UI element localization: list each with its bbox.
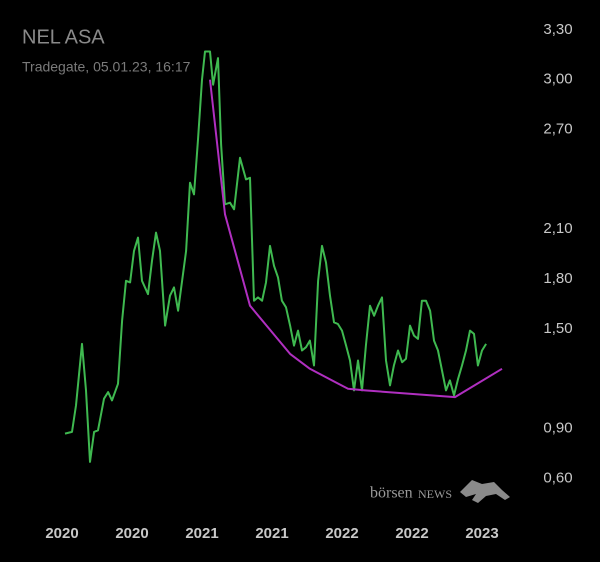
y-tick-label: 0,60 [543,469,572,486]
y-tick-label: 2,70 [543,121,572,138]
x-tick-label: 2022 [395,525,428,542]
x-tick-label: 2020 [45,525,78,542]
x-tick-label: 2020 [115,525,148,542]
plot-area [64,50,503,463]
y-tick-label: 0,90 [543,420,572,437]
price-line [64,50,487,463]
price-line [209,79,503,399]
chart-title: NEL ASA [22,26,105,48]
y-tick-label: 1,50 [543,320,572,337]
y-tick-label: 3,30 [543,21,572,38]
y-tick-label: 3,00 [543,71,572,88]
x-tick-label: 2022 [325,525,358,542]
x-tick-label: 2021 [185,525,218,542]
watermark-prefix: börsen [370,485,413,502]
y-tick-label: 2,10 [543,220,572,237]
y-tick-label: 1,80 [543,270,572,287]
chart-subtitle: Tradegate, 05.01.23, 16:17 [22,59,191,75]
watermark-bull [460,480,510,503]
x-tick-label: 2021 [255,525,288,542]
watermark-suffix: NEWS [418,487,452,501]
x-tick-label: 2023 [465,525,498,542]
